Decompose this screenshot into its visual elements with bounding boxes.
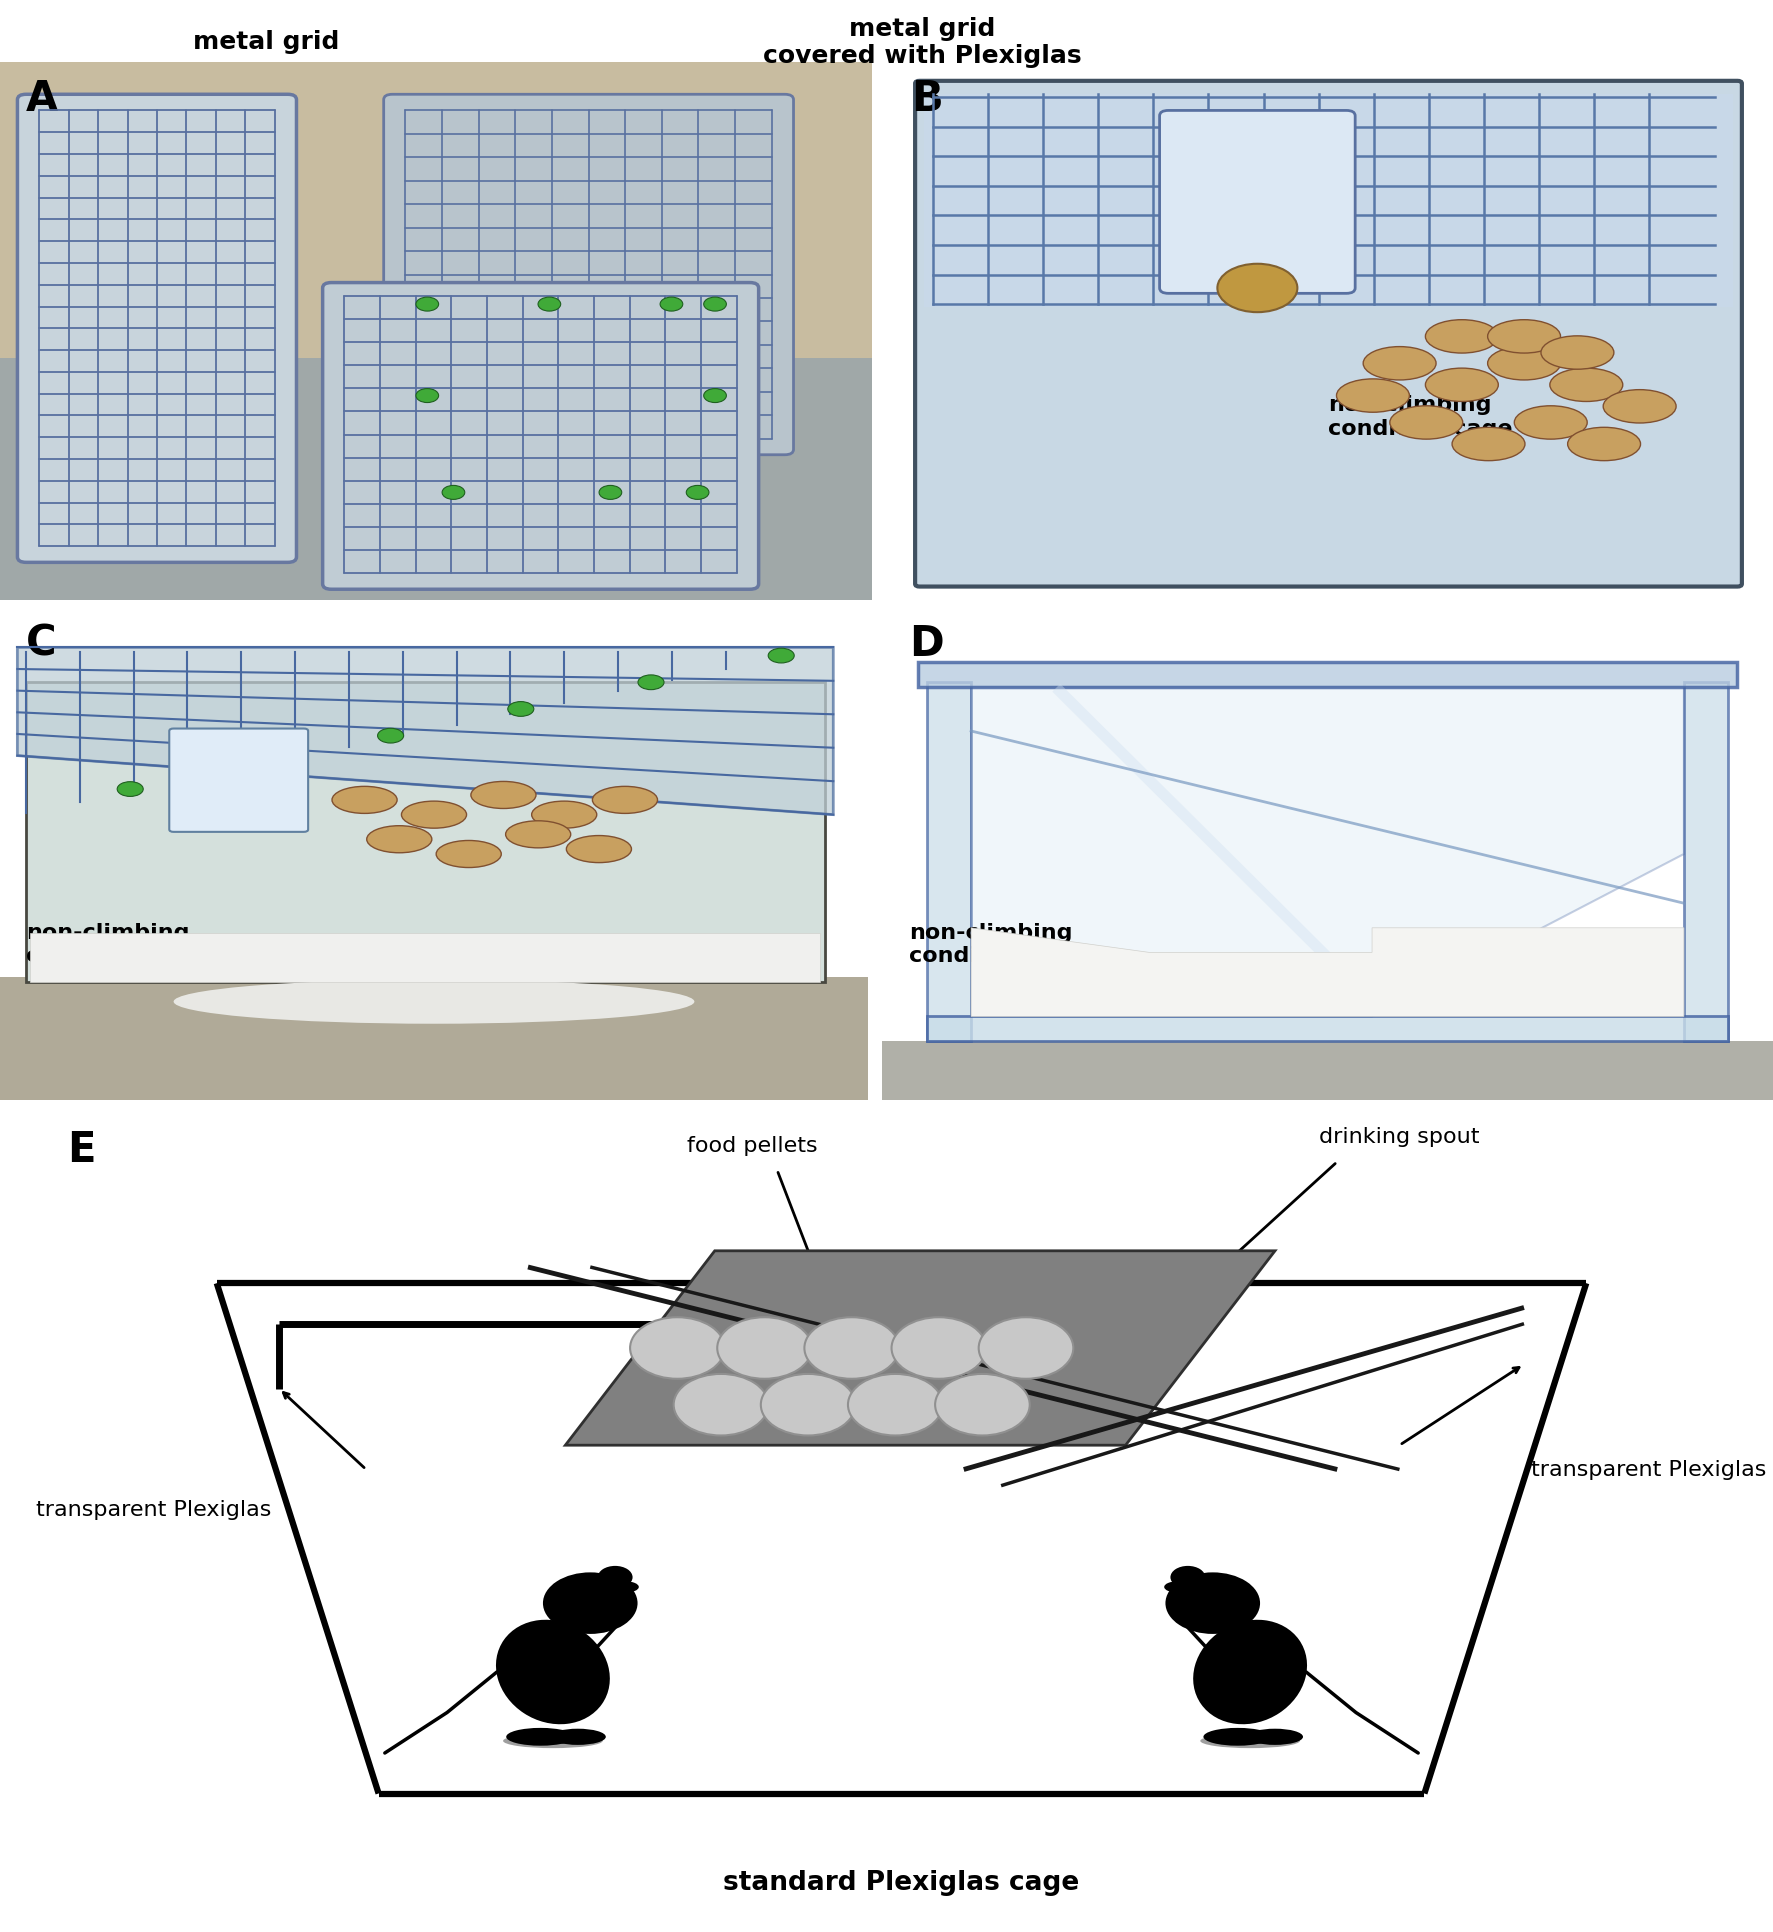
Polygon shape <box>27 682 824 981</box>
Text: E: E <box>67 1130 96 1171</box>
Circle shape <box>507 701 534 717</box>
Circle shape <box>629 1318 725 1379</box>
Bar <box>30 933 821 981</box>
Ellipse shape <box>1452 427 1525 460</box>
Text: transparent Plexiglas: transparent Plexiglas <box>1532 1459 1766 1480</box>
Ellipse shape <box>472 781 535 808</box>
FancyBboxPatch shape <box>168 728 309 833</box>
Text: non-climbing
condition cage: non-climbing condition cage <box>27 923 211 966</box>
Ellipse shape <box>1363 346 1436 381</box>
Circle shape <box>537 298 560 311</box>
Circle shape <box>686 485 709 498</box>
Ellipse shape <box>1567 427 1640 460</box>
Ellipse shape <box>504 1733 603 1748</box>
Text: D: D <box>910 622 943 665</box>
Circle shape <box>718 1318 812 1379</box>
Bar <box>918 663 1738 686</box>
FancyBboxPatch shape <box>915 81 1741 587</box>
FancyBboxPatch shape <box>323 282 759 589</box>
Text: non-climbing
condition cage: non-climbing condition cage <box>1328 396 1512 439</box>
Polygon shape <box>927 682 972 1041</box>
Bar <box>881 1041 1773 1099</box>
Circle shape <box>543 1573 638 1634</box>
Circle shape <box>1165 1573 1261 1634</box>
Circle shape <box>378 728 404 744</box>
Circle shape <box>599 485 622 498</box>
Ellipse shape <box>1541 336 1613 369</box>
Text: B: B <box>911 77 943 120</box>
Polygon shape <box>972 927 1684 1016</box>
Ellipse shape <box>1514 406 1587 439</box>
Circle shape <box>674 1374 768 1435</box>
Circle shape <box>660 298 683 311</box>
Ellipse shape <box>507 1727 574 1747</box>
Circle shape <box>1218 265 1298 313</box>
Text: non-climbing
condition cage: non-climbing condition cage <box>910 923 1094 966</box>
Polygon shape <box>18 647 833 815</box>
Circle shape <box>934 1374 1030 1435</box>
Circle shape <box>441 485 465 498</box>
Text: C: C <box>27 622 57 665</box>
Circle shape <box>638 674 665 690</box>
Ellipse shape <box>592 786 658 813</box>
Polygon shape <box>1684 682 1729 1041</box>
Text: transparent Plexiglas: transparent Plexiglas <box>35 1499 271 1520</box>
Ellipse shape <box>496 1619 610 1723</box>
Bar <box>924 95 1732 307</box>
Circle shape <box>248 755 273 769</box>
Text: metal grid: metal grid <box>849 17 995 41</box>
Bar <box>0 978 869 1099</box>
Ellipse shape <box>1550 369 1622 402</box>
Bar <box>0 357 872 601</box>
Circle shape <box>417 388 438 402</box>
Circle shape <box>1170 1567 1206 1588</box>
FancyBboxPatch shape <box>1160 110 1355 294</box>
Ellipse shape <box>612 1580 638 1592</box>
Ellipse shape <box>1165 1580 1191 1592</box>
Text: food pellets: food pellets <box>686 1136 817 1155</box>
Ellipse shape <box>505 821 571 848</box>
Circle shape <box>979 1318 1073 1379</box>
Ellipse shape <box>1193 1619 1307 1723</box>
Ellipse shape <box>1390 406 1463 439</box>
Text: drinking spout: drinking spout <box>1319 1128 1480 1148</box>
Circle shape <box>805 1318 899 1379</box>
Circle shape <box>761 1374 855 1435</box>
Ellipse shape <box>1200 1733 1300 1748</box>
Polygon shape <box>566 1250 1275 1445</box>
Text: metal grid: metal grid <box>193 31 339 54</box>
Ellipse shape <box>174 980 695 1024</box>
Text: standard Plexiglas cage: standard Plexiglas cage <box>723 1870 1080 1895</box>
FancyBboxPatch shape <box>18 95 296 562</box>
Ellipse shape <box>1488 346 1560 381</box>
FancyBboxPatch shape <box>383 95 794 454</box>
Bar <box>0 62 872 357</box>
Ellipse shape <box>332 786 397 813</box>
Circle shape <box>117 782 144 796</box>
Ellipse shape <box>532 802 598 829</box>
Text: A: A <box>27 77 59 120</box>
Text: covered with Plexiglas: covered with Plexiglas <box>762 44 1082 68</box>
Circle shape <box>704 298 727 311</box>
Circle shape <box>847 1374 943 1435</box>
Ellipse shape <box>1337 379 1410 412</box>
Ellipse shape <box>367 825 433 852</box>
Circle shape <box>892 1318 986 1379</box>
Ellipse shape <box>1488 319 1560 354</box>
Ellipse shape <box>1425 369 1498 402</box>
Bar <box>927 1016 1729 1041</box>
Polygon shape <box>972 686 1684 1016</box>
Ellipse shape <box>1246 1729 1303 1745</box>
Ellipse shape <box>1425 319 1498 354</box>
Ellipse shape <box>1603 390 1675 423</box>
Circle shape <box>704 388 727 402</box>
Ellipse shape <box>1204 1727 1271 1747</box>
Circle shape <box>598 1567 633 1588</box>
Ellipse shape <box>436 840 502 867</box>
Circle shape <box>417 298 438 311</box>
Ellipse shape <box>550 1729 606 1745</box>
Circle shape <box>768 649 794 663</box>
Ellipse shape <box>566 835 631 862</box>
Ellipse shape <box>401 802 466 829</box>
